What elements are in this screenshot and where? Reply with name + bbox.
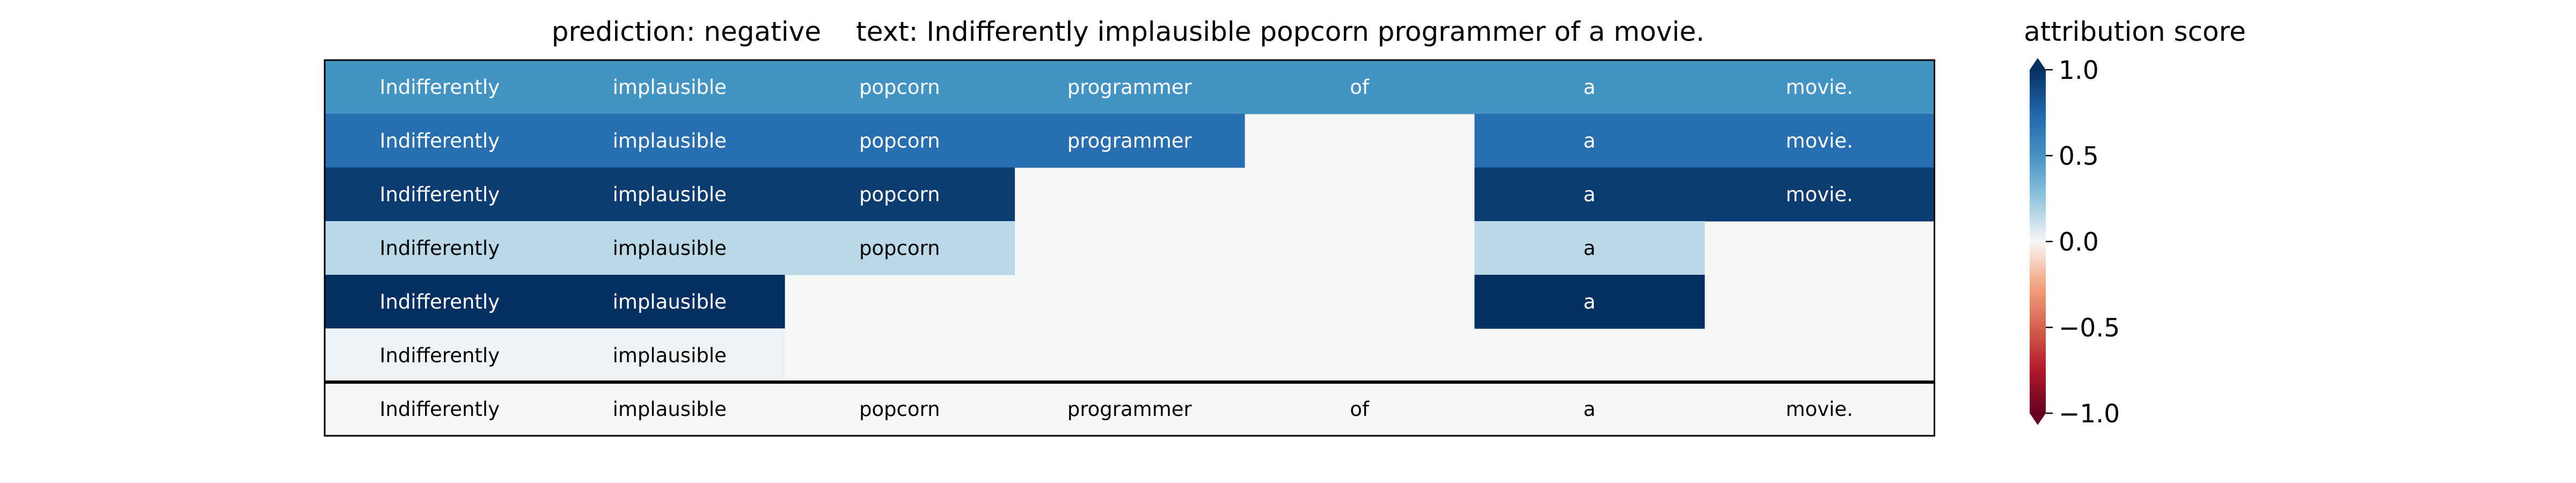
baseline-cell (785, 382, 1015, 436)
heatmap-cell (1474, 114, 1705, 168)
token-label: Indifferently (379, 183, 500, 206)
token-label: movie. (1786, 76, 1853, 99)
baseline-cell (325, 382, 555, 436)
heatmap-cell (325, 221, 555, 275)
heatmap-cell (554, 60, 785, 114)
heatmap-cell (785, 167, 1015, 222)
token-label: implausible (613, 76, 727, 99)
heatmap-cell (325, 167, 555, 222)
token-label: popcorn (859, 129, 940, 152)
token-label: of (1350, 76, 1370, 99)
baseline-token-label: programmer (1067, 398, 1192, 421)
token-label: programmer (1067, 76, 1192, 99)
colorbar-gradient (2030, 70, 2046, 413)
token-label: Indifferently (379, 344, 500, 367)
prediction-label: prediction: negative (552, 16, 821, 47)
heatmap-cell (1474, 167, 1705, 222)
heatmap-cell (554, 167, 785, 222)
colorbar-tick-label: 1.0 (2059, 56, 2099, 85)
colorbar-bottom-extend (2030, 413, 2046, 425)
heatmap-cell (1474, 275, 1705, 329)
colorbar-tick-label: −0.5 (2059, 313, 2120, 343)
heatmap-cell (1704, 167, 1935, 222)
token-label: movie. (1786, 183, 1853, 206)
heatmap-cell (554, 114, 785, 168)
heatmap-cell (325, 114, 555, 168)
heatmap-cell (325, 275, 555, 329)
heatmap-cell (1474, 221, 1705, 275)
colorbar-tick-label: −1.0 (2059, 399, 2120, 429)
colorbar-title: attribution score (2024, 16, 2246, 47)
colorbar-tick-label: 0.5 (2059, 142, 2099, 171)
text-label: text: Indifferently implausible popcorn … (856, 16, 1704, 47)
token-label: a (1583, 183, 1596, 206)
token-label: popcorn (859, 237, 940, 260)
token-label: Indifferently (379, 76, 500, 99)
heatmap-cell (1474, 60, 1705, 114)
token-label: programmer (1067, 129, 1192, 152)
baseline-token-label: Indifferently (379, 398, 500, 421)
heatmap-cell (1704, 60, 1935, 114)
baseline-token-label: implausible (613, 398, 727, 421)
heatmap-cell (1014, 60, 1245, 114)
token-label: a (1583, 237, 1596, 260)
colorbar-top-extend (2030, 58, 2046, 70)
colorbar-tick-label: 0.0 (2059, 228, 2099, 257)
heatmap-cell (785, 60, 1015, 114)
heatmap-frame (324, 59, 1935, 437)
baseline-token-label: a (1583, 398, 1596, 421)
token-label: Indifferently (379, 237, 500, 260)
heatmap-cell (554, 328, 785, 383)
heatmap: Indifferently implausible popcorn programme… (324, 59, 1935, 437)
baseline-token-label: popcorn (859, 398, 940, 421)
token-label: implausible (613, 290, 727, 313)
baseline-token-label: of (1350, 398, 1370, 421)
heatmap-cell (554, 275, 785, 329)
token-label: popcorn (859, 183, 940, 206)
heatmap-cell (1014, 114, 1245, 168)
colorbar: 1.0 0.5 0.0 −0.5 −1.0 (2030, 56, 2120, 429)
heatmap-cell (785, 221, 1015, 275)
baseline-cell (1474, 382, 1705, 436)
token-label: a (1583, 76, 1596, 99)
baseline-cell (1014, 382, 1245, 436)
token-label: implausible (613, 129, 727, 152)
heatmap-cell (325, 328, 555, 383)
token-label: implausible (613, 237, 727, 260)
baseline-cell (1704, 382, 1935, 436)
baseline-cell (554, 382, 785, 436)
token-label: a (1583, 129, 1596, 152)
token-label: movie. (1786, 129, 1853, 152)
token-label: implausible (613, 183, 727, 206)
token-label: Indifferently (379, 290, 500, 313)
heatmap-cell (554, 221, 785, 275)
token-label: Indifferently (379, 129, 500, 152)
token-label: popcorn (859, 76, 940, 99)
baseline-token-label: movie. (1786, 398, 1853, 421)
heatmap-cell (1704, 114, 1935, 168)
heatmap-cell (785, 114, 1015, 168)
baseline-cell (1245, 382, 1475, 436)
heatmap-cell (325, 60, 555, 114)
token-label: implausible (613, 344, 727, 367)
heatmap-cell (1245, 60, 1475, 114)
token-label: a (1583, 290, 1596, 313)
